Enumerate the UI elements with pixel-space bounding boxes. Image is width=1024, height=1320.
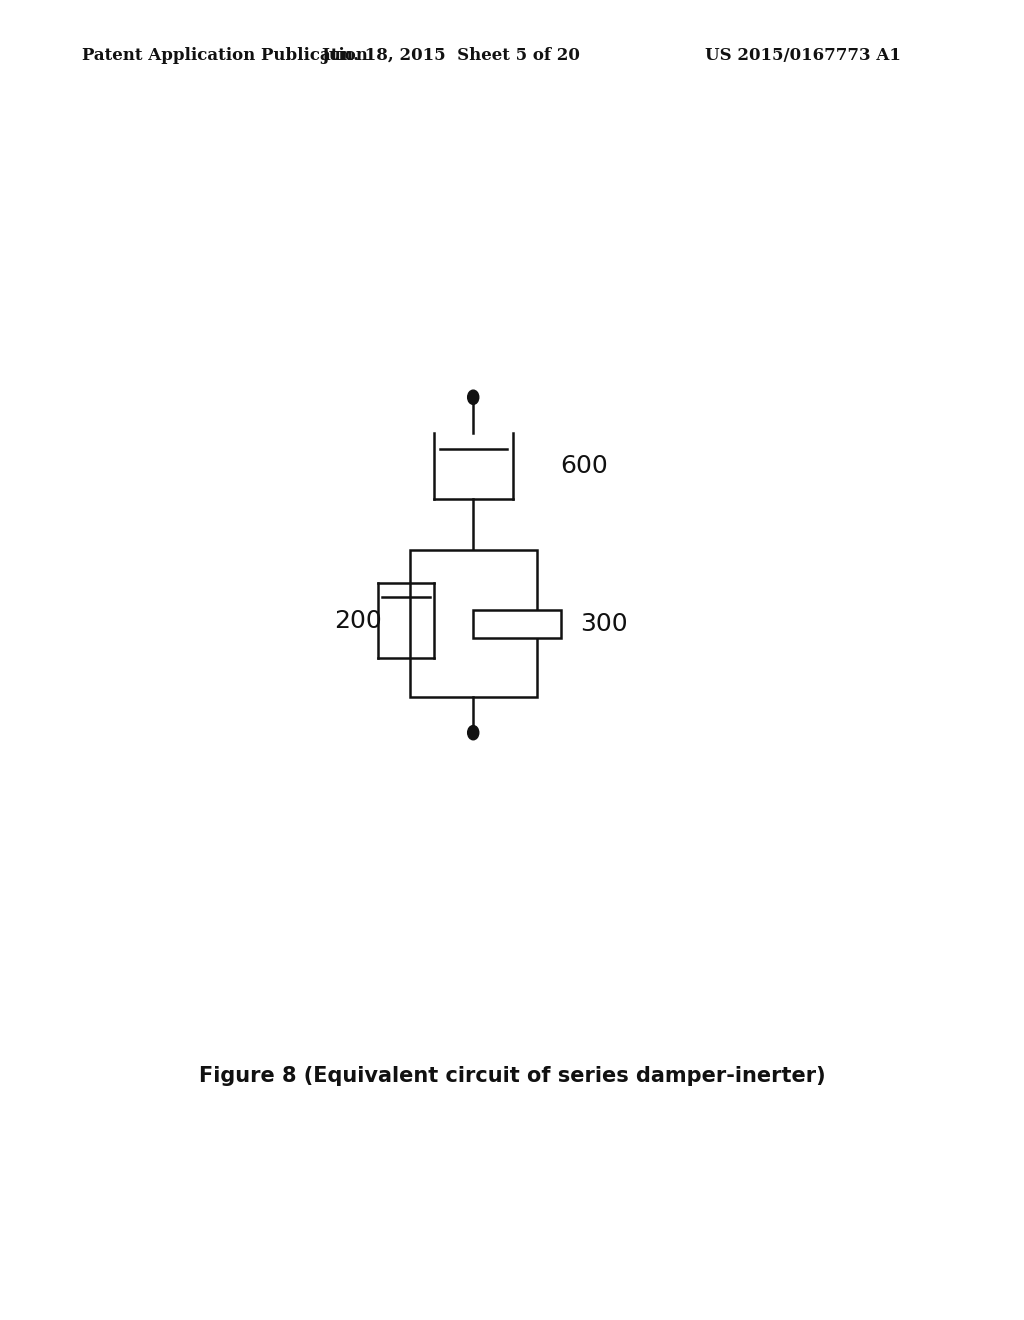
Bar (410, 549, 537, 697)
Circle shape (468, 391, 479, 404)
Text: Figure 8 (Equivalent circuit of series damper-inerter): Figure 8 (Equivalent circuit of series d… (199, 1065, 825, 1086)
Text: 600: 600 (560, 454, 608, 478)
Text: 200: 200 (334, 609, 382, 632)
Text: Jun. 18, 2015  Sheet 5 of 20: Jun. 18, 2015 Sheet 5 of 20 (322, 48, 580, 63)
Text: US 2015/0167773 A1: US 2015/0167773 A1 (706, 48, 901, 63)
Text: Patent Application Publication: Patent Application Publication (82, 48, 368, 63)
Circle shape (468, 726, 479, 739)
Text: 300: 300 (581, 612, 628, 636)
Bar (473, 610, 560, 638)
